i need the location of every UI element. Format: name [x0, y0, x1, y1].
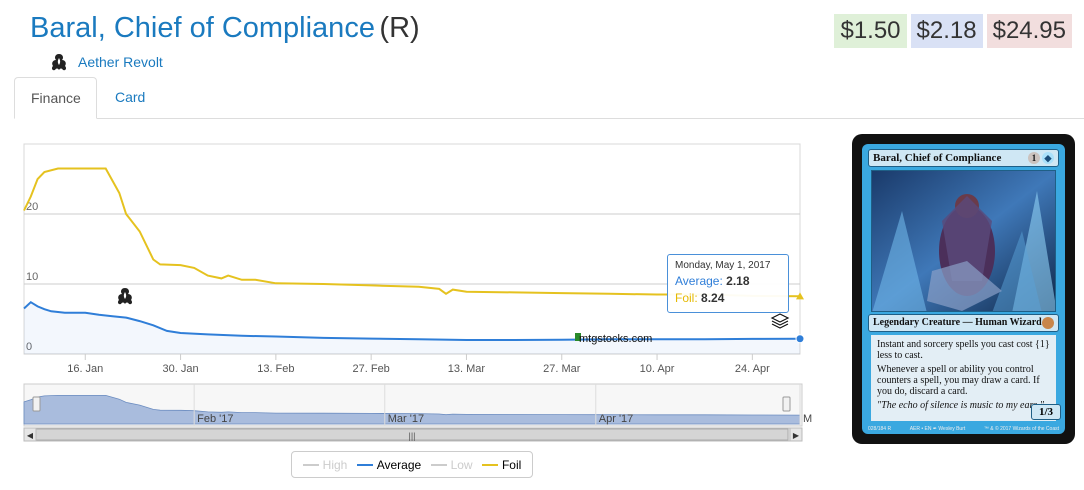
legend-label-foil: Foil [501, 457, 522, 472]
aether-revolt-set-icon [51, 54, 67, 71]
legend-item-foil[interactable]: Foil [481, 457, 522, 472]
navigator-right-handle[interactable] [782, 396, 791, 412]
card-rules-1: Instant and sorcery spells you cast cost… [877, 339, 1050, 361]
card-set-symbol-icon [1042, 317, 1054, 329]
card-collector-number: 028/184 R [868, 426, 892, 432]
x-tick-label: 13. Feb [257, 363, 294, 375]
card-image-name-bar: Baral, Chief of Compliance 1 ◆ [868, 149, 1059, 167]
legend-swatch-foil [481, 463, 498, 466]
card-copyright: ™ & © 2017 Wizards of the Coast [983, 426, 1059, 432]
series-point-average [795, 334, 805, 344]
tab-bar: Finance Card [14, 77, 1084, 119]
mana-generic-icon: 1 [1028, 152, 1040, 164]
legend-swatch-high [302, 463, 319, 466]
legend-label-high: High [322, 457, 348, 472]
y-tick-label: 10 [26, 271, 38, 283]
rarity-label: (R) [379, 12, 420, 44]
mana-cost: 1 ◆ [1028, 152, 1054, 164]
legend-label-average: Average [376, 457, 422, 472]
scroll-right-icon: ▶ [793, 431, 800, 440]
navigator-area [23, 395, 801, 425]
set-name-link[interactable]: Aether Revolt [78, 54, 163, 70]
watermark-icon [575, 333, 581, 341]
tooltip-date: Monday, May 1, 2017 [675, 260, 771, 271]
price-history-chart[interactable]: 0 10 20 16. Jan 30. Jan 13. Feb 27. Feb 13. Ma… [22, 140, 812, 445]
tooltip-average-row: Average: 2.18 [675, 274, 781, 288]
navigator-ticks: Feb '17 Mar '17 Apr '17 May '17 [193, 384, 812, 426]
price-high-badge: $24.95 [986, 14, 1072, 48]
mtgstocks-watermark: mtgstocks.com [575, 333, 652, 345]
y-axis-ticks: 0 10 20 [26, 201, 38, 353]
chart-navigator[interactable]: Feb '17 Mar '17 Apr '17 May '17 ||| ◀ ▶ [23, 383, 812, 442]
mana-blue-icon: ◆ [1042, 152, 1054, 164]
tooltip-foil-label: Foil: [675, 291, 698, 305]
card-flavor-text: "The echo of silence is music to my ears… [877, 400, 1044, 411]
card-rules-2: Whenever a spell or ability you control … [877, 364, 1040, 397]
navigator-tick-label: Apr '17 [599, 413, 634, 425]
navigator-tick-label: May '17 [803, 413, 812, 425]
price-badges: $1.50 $2.18 $24.95 [834, 14, 1072, 48]
legend-label-low: Low [450, 457, 473, 472]
x-tick-label: 27. Mar [543, 363, 581, 375]
x-tick-label: 24. Apr [735, 363, 770, 375]
chart-tooltip: Monday, May 1, 2017 Average: 2.18 Foil: … [667, 254, 789, 313]
price-low-badge: $1.50 [834, 14, 907, 48]
scrollbar-grip-icon: ||| [408, 431, 415, 441]
card-type-line: Legendary Creature — Human Wizard [868, 314, 1059, 332]
chart-legend: High Average Low Foil [291, 451, 533, 478]
legend-item-average[interactable]: Average [356, 457, 422, 472]
legend-swatch-average [356, 463, 373, 466]
card-artist: AER • EN ✒ Wesley Burt [909, 426, 966, 432]
y-tick-label: 0 [26, 341, 32, 353]
watermark-text: mtgstocks.com [579, 333, 652, 345]
legend-item-high[interactable]: High [302, 457, 348, 472]
tooltip-foil-value: 8.24 [701, 291, 725, 305]
x-tick-label: 10. Apr [640, 363, 675, 375]
tab-finance[interactable]: Finance [14, 77, 97, 119]
card-text-box: Instant and sorcery spells you cast cost… [871, 335, 1056, 421]
legend-item-low[interactable]: Low [430, 457, 473, 472]
scroll-right-button[interactable] [789, 427, 803, 442]
x-tick-label: 27. Feb [353, 363, 390, 375]
card-image[interactable]: Baral, Chief of Compliance 1 ◆ [852, 134, 1075, 444]
card-title[interactable]: Baral, Chief of Compliance [30, 12, 375, 44]
card-frame: Baral, Chief of Compliance 1 ◆ [862, 144, 1065, 434]
navigator-tick-label: Mar '17 [388, 413, 424, 425]
scroll-left-icon: ◀ [27, 431, 34, 440]
tab-card[interactable]: Card [115, 89, 146, 105]
x-tick-label: 30. Jan [163, 363, 199, 375]
legend-swatch-low [430, 463, 447, 466]
navigator-left-handle[interactable] [32, 396, 41, 412]
tooltip-average-label: Average: [675, 274, 723, 288]
title-row: Baral, Chief of Compliance (R) [30, 12, 420, 45]
card-type-text: Legendary Creature — Human Wizard [873, 317, 1042, 328]
navigator-tick-label: Feb '17 [197, 413, 233, 425]
export-icon[interactable] [770, 313, 790, 329]
tooltip-average-value: 2.18 [726, 274, 750, 288]
series-line-foil [23, 167, 801, 298]
set-row: Aether Revolt [48, 52, 163, 72]
card-power-toughness: 1/3 [1031, 404, 1061, 420]
card-image-name: Baral, Chief of Compliance [873, 152, 1002, 164]
price-mid-badge: $2.18 [910, 14, 983, 48]
chart-series [23, 167, 805, 354]
scroll-left-button[interactable] [23, 427, 37, 442]
series-area-average [24, 302, 800, 354]
card-art [871, 170, 1056, 312]
x-tick-label: 16. Jan [67, 363, 103, 375]
set-symbol-marker [117, 288, 133, 305]
x-tick-label: 13. Mar [448, 363, 486, 375]
tooltip-foil-row: Foil: 8.24 [675, 291, 781, 305]
card-footer: 028/184 R AER • EN ✒ Wesley Burt ™ & © 2… [868, 426, 1059, 432]
y-tick-label: 20 [26, 201, 38, 213]
series-point-foil [796, 292, 804, 300]
x-axis-ticks: 16. Jan 30. Jan 13. Feb 27. Feb 13. Mar 27. M… [67, 354, 770, 375]
series-line-average [23, 300, 801, 341]
